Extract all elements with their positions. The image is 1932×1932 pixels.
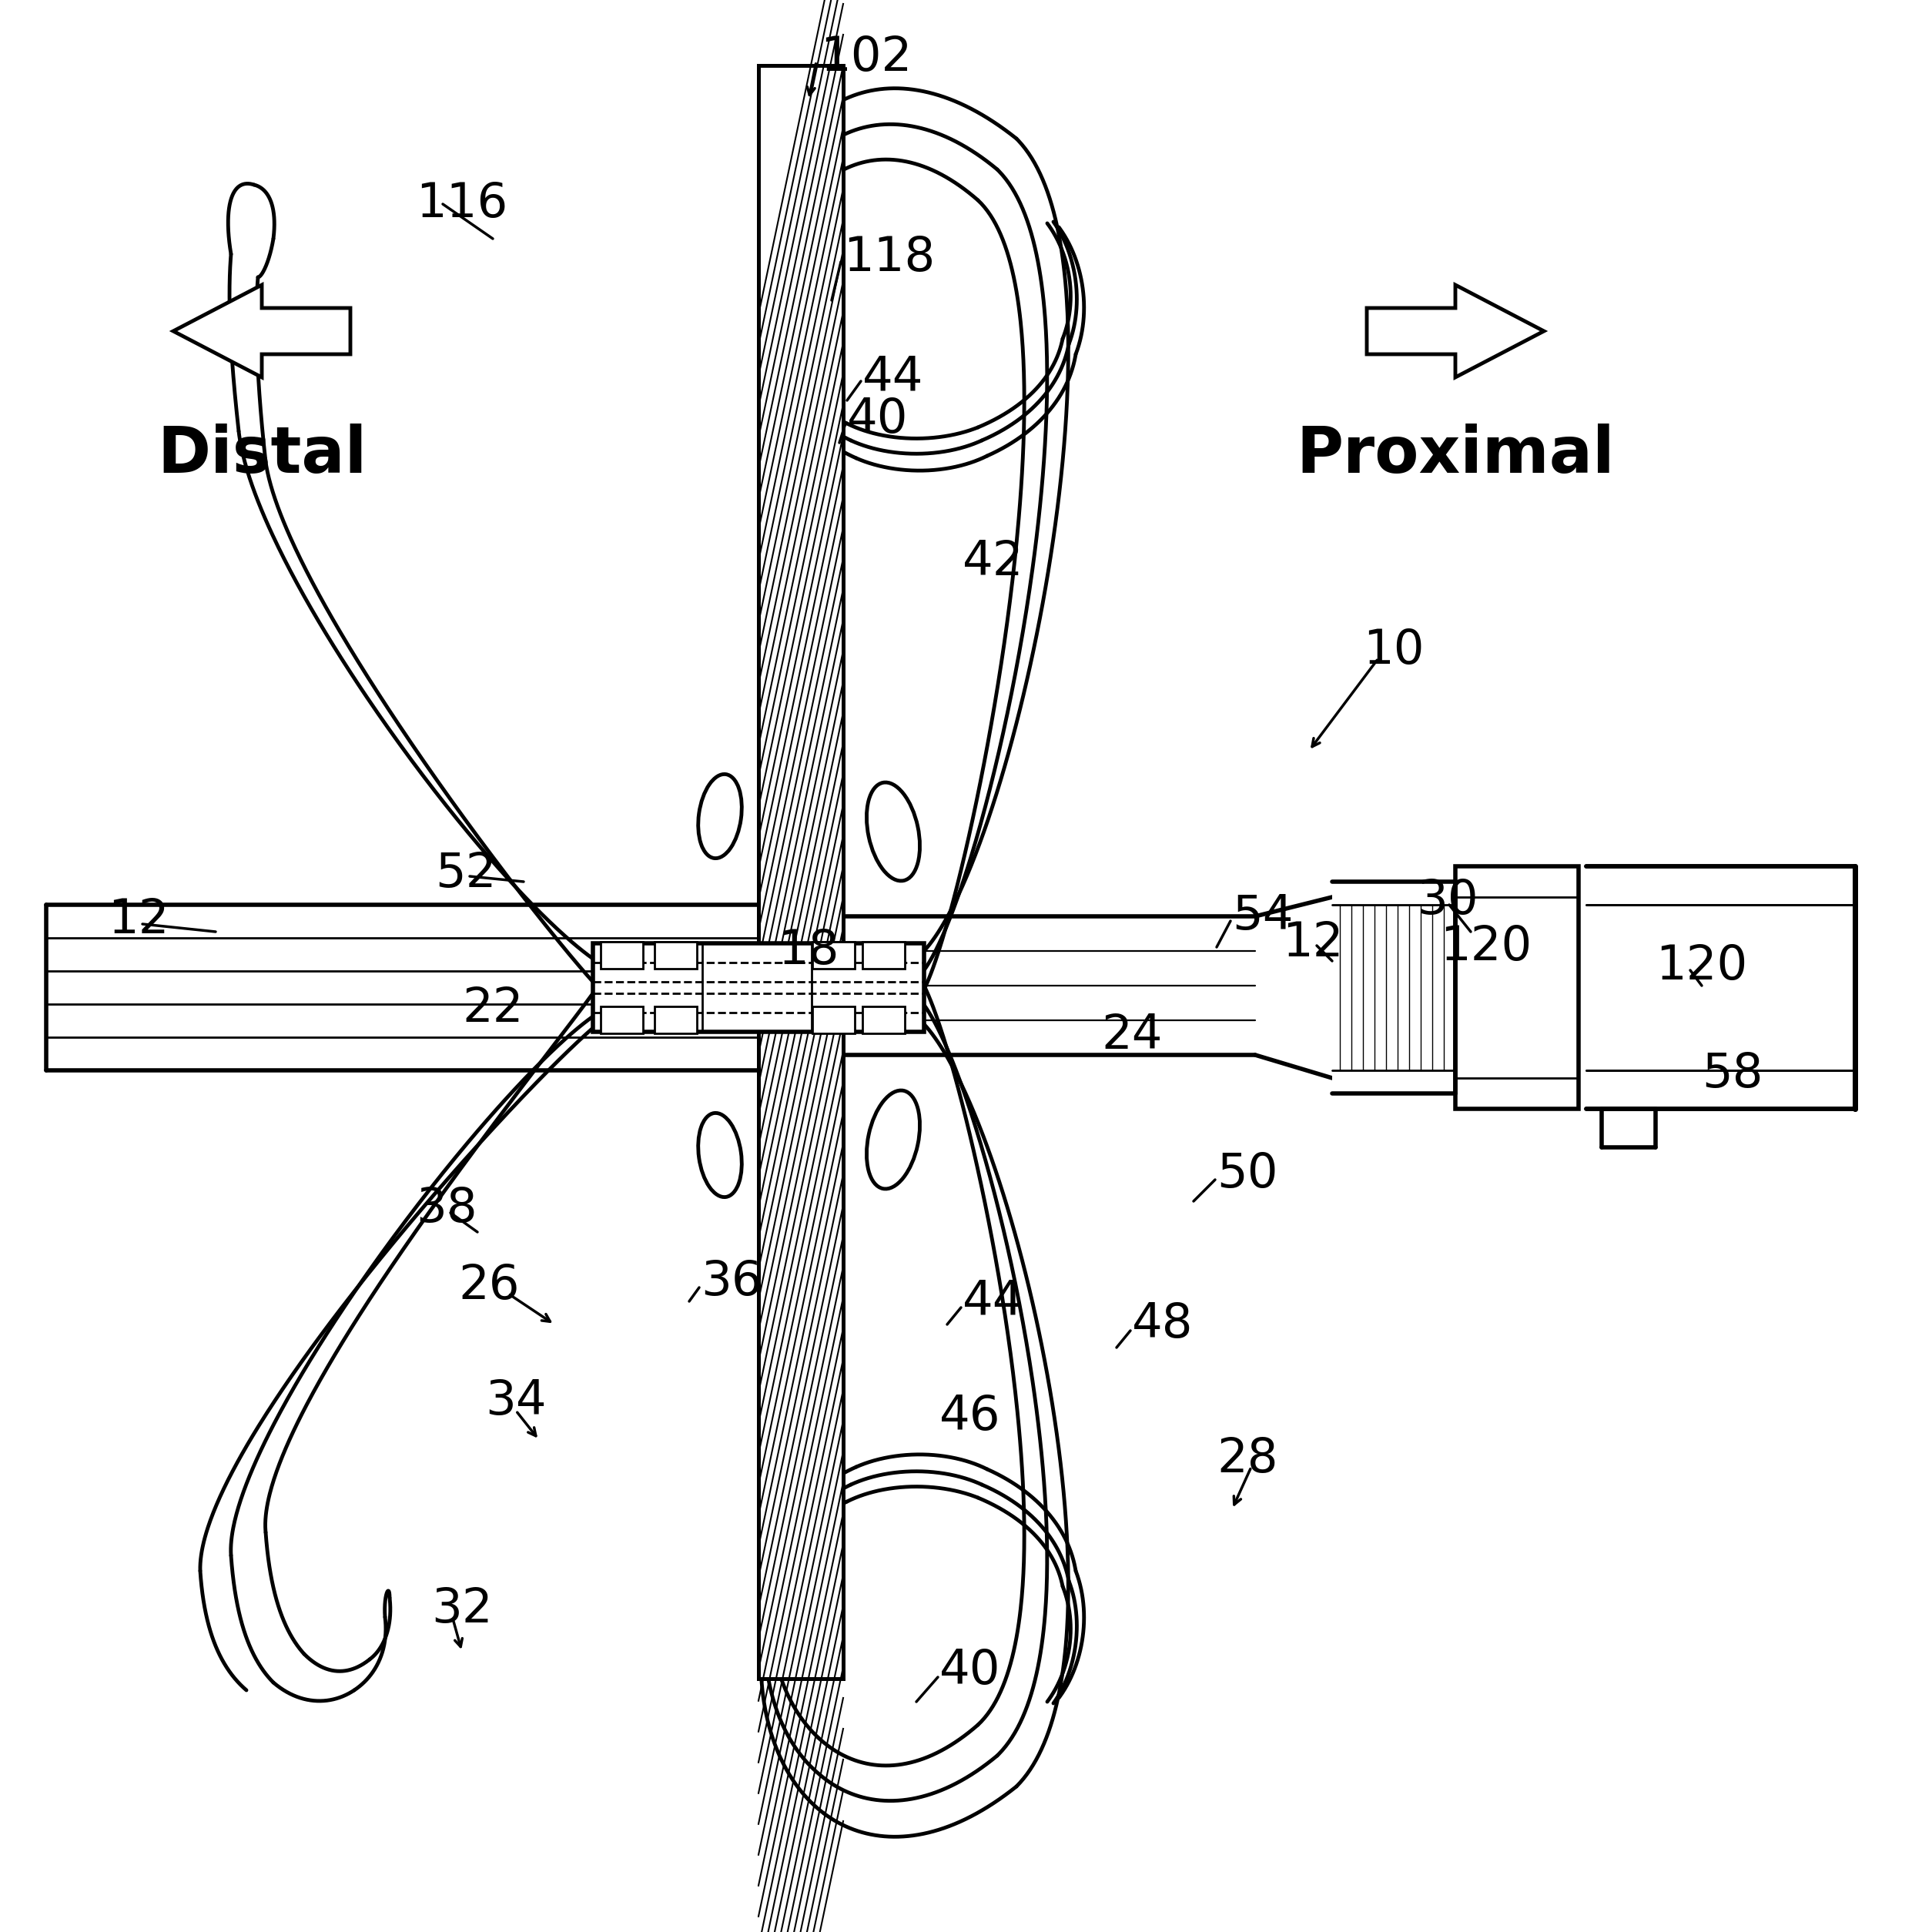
Text: 120: 120: [1656, 943, 1747, 989]
Text: 32: 32: [431, 1586, 493, 1633]
Bar: [46, 904, 759, 1070]
Text: 18: 18: [779, 927, 838, 974]
Text: 40: 40: [939, 1648, 1001, 1694]
Bar: [1455, 866, 1578, 1109]
Bar: [1586, 866, 1855, 1109]
Text: 42: 42: [962, 539, 1024, 585]
Text: 52: 52: [435, 850, 497, 896]
Text: 54: 54: [1233, 893, 1293, 939]
Text: 58: 58: [1702, 1051, 1764, 1097]
Text: 30: 30: [1416, 877, 1478, 923]
Polygon shape: [1256, 896, 1333, 1078]
Bar: [655, 1007, 697, 1034]
Bar: [593, 943, 923, 1032]
Text: 36: 36: [701, 1260, 761, 1306]
Text: 38: 38: [415, 1186, 477, 1233]
Text: 102: 102: [819, 35, 912, 81]
Bar: [601, 941, 643, 968]
Text: 40: 40: [846, 396, 908, 442]
Text: 118: 118: [842, 236, 935, 280]
Bar: [862, 941, 904, 968]
Polygon shape: [174, 284, 350, 377]
Bar: [601, 1007, 643, 1034]
Ellipse shape: [697, 775, 742, 858]
Bar: [811, 1007, 854, 1034]
Bar: [862, 1007, 904, 1034]
Bar: [1455, 866, 1578, 1109]
Text: 10: 10: [1362, 628, 1424, 674]
Text: 46: 46: [939, 1393, 1001, 1439]
Text: 12: 12: [1283, 920, 1343, 966]
Text: 12: 12: [108, 896, 168, 943]
Bar: [1333, 881, 1455, 1094]
Text: 50: 50: [1217, 1151, 1277, 1198]
Bar: [759, 66, 842, 1679]
Text: 28: 28: [1217, 1435, 1277, 1482]
Text: 44: 44: [962, 1279, 1024, 1325]
Text: 34: 34: [485, 1378, 547, 1424]
Bar: [811, 941, 854, 968]
Text: Proximal: Proximal: [1296, 423, 1615, 485]
Text: 116: 116: [415, 182, 508, 228]
Bar: [655, 941, 697, 968]
Text: 44: 44: [862, 354, 923, 400]
Bar: [759, 66, 842, 1679]
Bar: [842, 916, 1256, 1055]
Text: Distal: Distal: [156, 423, 367, 485]
Ellipse shape: [867, 782, 920, 881]
Text: 48: 48: [1132, 1302, 1194, 1347]
Ellipse shape: [697, 1113, 742, 1198]
Text: 26: 26: [458, 1264, 520, 1310]
Text: 24: 24: [1101, 1012, 1163, 1059]
Polygon shape: [1366, 284, 1544, 377]
Text: 120: 120: [1439, 923, 1532, 970]
Bar: [593, 943, 923, 1032]
Ellipse shape: [867, 1090, 920, 1188]
Text: 22: 22: [462, 985, 524, 1032]
